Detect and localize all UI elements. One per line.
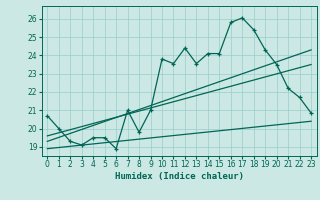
X-axis label: Humidex (Indice chaleur): Humidex (Indice chaleur) [115,172,244,181]
